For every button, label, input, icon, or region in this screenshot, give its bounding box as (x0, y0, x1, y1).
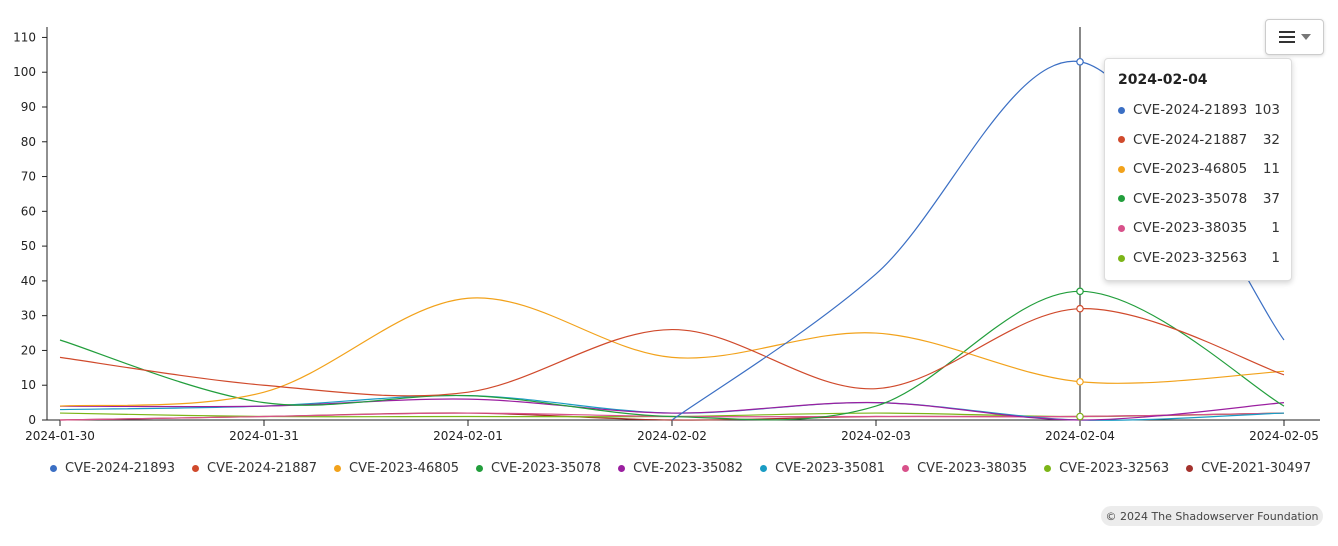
chart-series (59, 60, 1285, 421)
tooltip-series-name: CVE-2023-46805 (1133, 161, 1248, 178)
series-line-cve-2023-46805 (59, 297, 1285, 407)
y-tick-label: 90 (21, 100, 36, 114)
legend-label: CVE-2024-21893 (65, 461, 176, 476)
legend-label: CVE-2023-35082 (633, 461, 744, 476)
legend-item-cve-2021-30497[interactable]: CVE-2021-30497 (1186, 461, 1311, 476)
tooltip-series-value: 1 (1271, 250, 1280, 266)
y-tick-label: 0 (28, 413, 36, 427)
legend-swatch (476, 465, 484, 472)
hover-crosshair (1076, 27, 1084, 421)
series-line-cve-2023-35078 (59, 290, 1285, 421)
chevron-down-icon (1300, 34, 1311, 40)
tooltip-swatch (1118, 224, 1125, 232)
legend-swatch (334, 465, 342, 472)
tooltip-swatch (1118, 106, 1125, 114)
tooltip-title: 2024-02-04 (1118, 72, 1208, 88)
chart-tooltip: 2024-02-04 CVE-2024-21893 103 CVE-2024-218… (1104, 58, 1292, 281)
legend-swatch (760, 465, 768, 472)
y-tick-label: 110 (13, 30, 36, 44)
legend-swatch (1186, 465, 1194, 472)
tooltip-series-name: CVE-2023-38035 (1133, 220, 1248, 237)
legend-item-cve-2024-21893[interactable]: CVE-2024-21893 (50, 461, 175, 476)
legend-item-cve-2023-32563[interactable]: CVE-2023-32563 (1044, 461, 1169, 476)
y-tick-label: 20 (21, 343, 36, 357)
legend-label: CVE-2023-46805 (349, 461, 460, 476)
hover-marker-cve-2023-32563 (1076, 412, 1084, 421)
legend-item-cve-2023-35078[interactable]: CVE-2023-35078 (476, 461, 601, 476)
legend-item-cve-2023-38035[interactable]: CVE-2023-38035 (902, 461, 1027, 476)
hover-marker-cve-2023-35078 (1076, 287, 1084, 296)
y-tick-label: 80 (21, 135, 36, 149)
tooltip-row: CVE-2023-35078 37 (1118, 191, 1280, 207)
legend-label: CVE-2023-35078 (491, 461, 602, 476)
legend-swatch (50, 465, 57, 472)
y-tick-label: 10 (21, 378, 36, 392)
x-tick-label: 2024-02-02 (637, 429, 707, 443)
legend-item-cve-2023-35082[interactable]: CVE-2023-35082 (618, 461, 743, 476)
legend-item-cve-2024-21887[interactable]: CVE-2024-21887 (192, 461, 317, 476)
legend-swatch (902, 465, 910, 472)
y-tick-label: 30 (21, 309, 36, 323)
legend-item-cve-2023-35081[interactable]: CVE-2023-35081 (760, 461, 885, 476)
tooltip-swatch (1118, 195, 1125, 203)
y-tick-label: 40 (21, 274, 36, 288)
hover-marker-cve-2023-46805 (1076, 377, 1084, 386)
tooltip-row: CVE-2023-38035 1 (1118, 220, 1280, 236)
x-tick-label: 2024-01-31 (229, 429, 299, 443)
legend-label: CVE-2023-32563 (1059, 461, 1170, 476)
tooltip-row: CVE-2023-46805 11 (1118, 161, 1280, 177)
hover-marker-cve-2024-21887 (1076, 304, 1084, 313)
tooltip-series-name: CVE-2023-35078 (1133, 190, 1248, 207)
legend-swatch (192, 465, 200, 472)
tooltip-swatch (1118, 165, 1125, 173)
tooltip-row: CVE-2023-32563 1 (1118, 250, 1280, 266)
legend-label: CVE-2023-35081 (775, 461, 886, 476)
chart-legend: CVE-2024-21893 CVE-2024-21887 CVE-2023-468… (50, 461, 1328, 476)
tooltip-series-name: CVE-2024-21893 (1133, 102, 1248, 118)
x-tick-label: 2024-02-03 (841, 429, 911, 443)
tooltip-series-value: 1 (1271, 220, 1280, 237)
legend-swatch (1044, 465, 1052, 472)
legend-item-cve-2023-46805[interactable]: CVE-2023-46805 (334, 461, 459, 476)
y-tick-label: 50 (21, 239, 36, 253)
tooltip-series-value: 32 (1262, 131, 1280, 148)
tooltip-swatch (1118, 254, 1125, 262)
tooltip-swatch (1118, 136, 1125, 144)
tooltip-series-name: CVE-2024-21887 (1133, 131, 1248, 148)
y-tick-label: 60 (21, 204, 36, 218)
tooltip-series-value: 103 (1254, 102, 1280, 118)
tooltip-row: CVE-2024-21887 32 (1118, 132, 1280, 148)
copyright-badge[interactable]: © 2024 The Shadowserver Foundation (1101, 506, 1323, 526)
tooltip-series-value: 11 (1262, 161, 1280, 178)
x-tick-label: 2024-02-04 (1045, 429, 1115, 443)
tooltip-series-name: CVE-2023-32563 (1133, 250, 1248, 266)
legend-label: CVE-2023-38035 (917, 461, 1028, 476)
x-tick-label: 2024-01-30 (25, 429, 95, 443)
tooltip-series-value: 37 (1262, 190, 1280, 207)
chart-menu-button[interactable] (1265, 19, 1324, 55)
legend-label: CVE-2024-21887 (207, 461, 318, 476)
hamburger-menu-icon (1278, 31, 1295, 43)
tooltip-row: CVE-2024-21893 103 (1118, 102, 1280, 118)
y-tick-label: 100 (13, 65, 36, 79)
x-tick-label: 2024-02-05 (1249, 429, 1319, 443)
legend-swatch (618, 465, 626, 472)
hover-marker-cve-2024-21893 (1076, 57, 1084, 66)
chart-axes: 0 10 20 30 40 50 60 70 80 90 100 110 2024-01-30 2024-… (13, 27, 1320, 443)
x-tick-label: 2024-02-01 (433, 429, 503, 443)
legend-label: CVE-2021-30497 (1201, 461, 1312, 476)
y-tick-label: 70 (21, 170, 36, 184)
